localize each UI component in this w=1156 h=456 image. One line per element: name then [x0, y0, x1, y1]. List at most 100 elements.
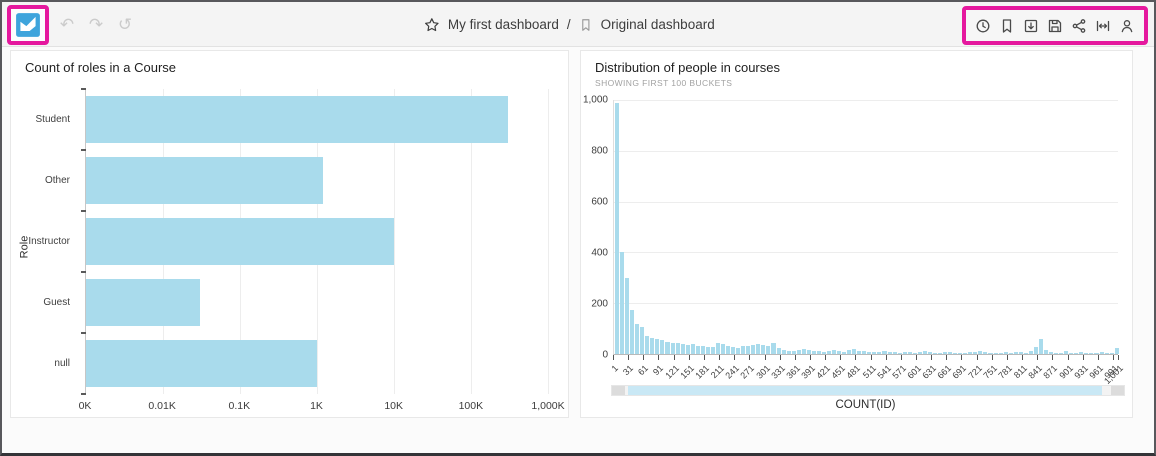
star-icon[interactable] [424, 17, 440, 33]
histogram-bucket-bar[interactable] [756, 343, 761, 354]
x-axis-scrollbar[interactable] [611, 385, 1125, 396]
histogram-bucket-bar[interactable] [1043, 349, 1049, 354]
histogram-bucket-bar[interactable] [715, 342, 720, 354]
redo-icon[interactable]: ↷ [88, 14, 104, 34]
histogram-bucket-bar[interactable] [1104, 352, 1109, 354]
histogram-bucket-bar[interactable] [943, 352, 948, 354]
histogram-bucket-bar[interactable] [993, 352, 998, 354]
histogram-bucket-bar[interactable] [973, 351, 978, 354]
histogram-bucket-bar[interactable] [630, 310, 635, 354]
histogram-bucket-bar[interactable] [1089, 352, 1094, 354]
histogram-bucket-bar[interactable] [837, 351, 842, 354]
histogram-bucket-bar[interactable] [1013, 351, 1018, 354]
histogram-bucket-bar[interactable] [897, 352, 902, 354]
histogram-bucket-bar[interactable] [1114, 347, 1119, 354]
histogram-bucket-bar[interactable] [917, 351, 922, 354]
histogram-bucket-bar[interactable] [953, 352, 958, 354]
histogram-bucket-bar[interactable] [655, 339, 660, 354]
undo-icon[interactable]: ↶ [59, 14, 75, 34]
bar-instructor[interactable] [86, 218, 394, 265]
histogram-bucket-bar[interactable] [1028, 350, 1033, 354]
histogram-bucket-bar[interactable] [842, 351, 847, 354]
export-icon[interactable] [1019, 14, 1043, 38]
histogram-bucket-bar[interactable] [720, 344, 726, 354]
histogram-bucket-bar[interactable] [922, 351, 927, 354]
histogram-bucket-bar[interactable] [615, 102, 620, 354]
reset-icon[interactable]: ↺ [117, 14, 133, 34]
histogram-bucket-bar[interactable] [1109, 352, 1114, 354]
bar-null[interactable] [86, 340, 317, 387]
bar-other[interactable] [86, 157, 324, 204]
histogram-bucket-bar[interactable] [650, 338, 655, 354]
histogram-bucket-bar[interactable] [877, 351, 882, 354]
histogram-bucket-bar[interactable] [983, 352, 988, 354]
histogram-bucket-bar[interactable] [1099, 352, 1104, 354]
histogram-bucket-bar[interactable] [685, 345, 690, 354]
histogram-bucket-bar[interactable] [948, 351, 953, 354]
histogram-bucket-bar[interactable] [1074, 352, 1079, 354]
histogram-bucket-bar[interactable] [806, 350, 811, 354]
histogram-bucket-bar[interactable] [902, 351, 907, 354]
histogram-bucket-bar[interactable] [1069, 352, 1074, 354]
histogram-bucket-bar[interactable] [640, 327, 645, 354]
histogram-bucket-bar[interactable] [816, 351, 821, 354]
histogram-bucket-bar[interactable] [731, 346, 736, 354]
histogram-bucket-bar[interactable] [801, 349, 806, 354]
scrollbar-left-cap[interactable] [612, 386, 625, 395]
histogram-bucket-bar[interactable] [958, 352, 963, 354]
histogram-bucket-bar[interactable] [1038, 338, 1043, 354]
histogram-bucket-bar[interactable] [1018, 352, 1023, 354]
histogram-bucket-bar[interactable] [680, 344, 685, 354]
bookmark-icon[interactable] [995, 14, 1019, 38]
bookmark-small-icon[interactable] [579, 18, 593, 32]
histogram-bucket-bar[interactable] [665, 341, 670, 354]
user-icon[interactable] [1115, 14, 1139, 38]
histogram-bucket-bar[interactable] [726, 345, 731, 354]
histogram-bucket-bar[interactable] [912, 352, 917, 354]
share-icon[interactable] [1067, 14, 1091, 38]
histogram-bucket-bar[interactable] [968, 352, 973, 354]
histogram-bucket-bar[interactable] [1059, 352, 1064, 354]
histogram-bucket-bar[interactable] [852, 349, 857, 354]
histogram-bucket-bar[interactable] [751, 344, 756, 354]
histogram-bucket-bar[interactable] [786, 351, 791, 354]
histogram-bucket-bar[interactable] [620, 252, 625, 354]
histogram-bucket-bar[interactable] [1079, 352, 1084, 354]
histogram-bucket-bar[interactable] [670, 342, 675, 354]
histogram-bucket-bar[interactable] [796, 350, 801, 354]
histogram-bucket-bar[interactable] [1084, 352, 1089, 354]
histogram-bucket-bar[interactable] [746, 345, 751, 354]
histogram-bucket-bar[interactable] [705, 346, 710, 354]
bar-guest[interactable] [86, 279, 200, 326]
histogram-bucket-bar[interactable] [1008, 352, 1013, 354]
histogram-bucket-bar[interactable] [660, 340, 665, 354]
histogram-bucket-bar[interactable] [907, 352, 912, 354]
histogram-bucket-bar[interactable] [988, 352, 993, 354]
scrollbar-right-cap[interactable] [1111, 386, 1124, 395]
histogram-bucket-bar[interactable] [927, 352, 932, 354]
histogram-bucket-bar[interactable] [1064, 351, 1069, 354]
quicksight-logo-icon[interactable] [15, 12, 41, 38]
histogram-bucket-bar[interactable] [710, 347, 715, 354]
histogram-bucket-bar[interactable] [791, 350, 796, 354]
histogram-bucket-bar[interactable] [1094, 352, 1099, 354]
histogram-bucket-bar[interactable] [675, 343, 680, 354]
histogram-bucket-bar[interactable] [695, 345, 700, 354]
histogram-bucket-bar[interactable] [1003, 352, 1008, 354]
clock-icon[interactable] [971, 14, 995, 38]
histogram-bucket-bar[interactable] [1054, 352, 1059, 354]
histogram-bucket-bar[interactable] [1023, 352, 1028, 354]
fit-width-icon[interactable] [1091, 14, 1115, 38]
histogram-bucket-bar[interactable] [700, 346, 705, 354]
histogram-bucket-bar[interactable] [645, 335, 650, 354]
histogram-bucket-bar[interactable] [776, 347, 781, 354]
histogram-bucket-bar[interactable] [811, 350, 816, 354]
histogram-bucket-bar[interactable] [882, 351, 887, 354]
histogram-bucket-bar[interactable] [635, 324, 640, 354]
histogram-bucket-bar[interactable] [932, 352, 937, 354]
histogram-bucket-bar[interactable] [963, 352, 968, 354]
histogram-bucket-bar[interactable] [857, 350, 862, 354]
histogram-bucket-bar[interactable] [1033, 346, 1038, 354]
histogram-bucket-bar[interactable] [766, 346, 771, 354]
histogram-bucket-bar[interactable] [690, 343, 695, 354]
